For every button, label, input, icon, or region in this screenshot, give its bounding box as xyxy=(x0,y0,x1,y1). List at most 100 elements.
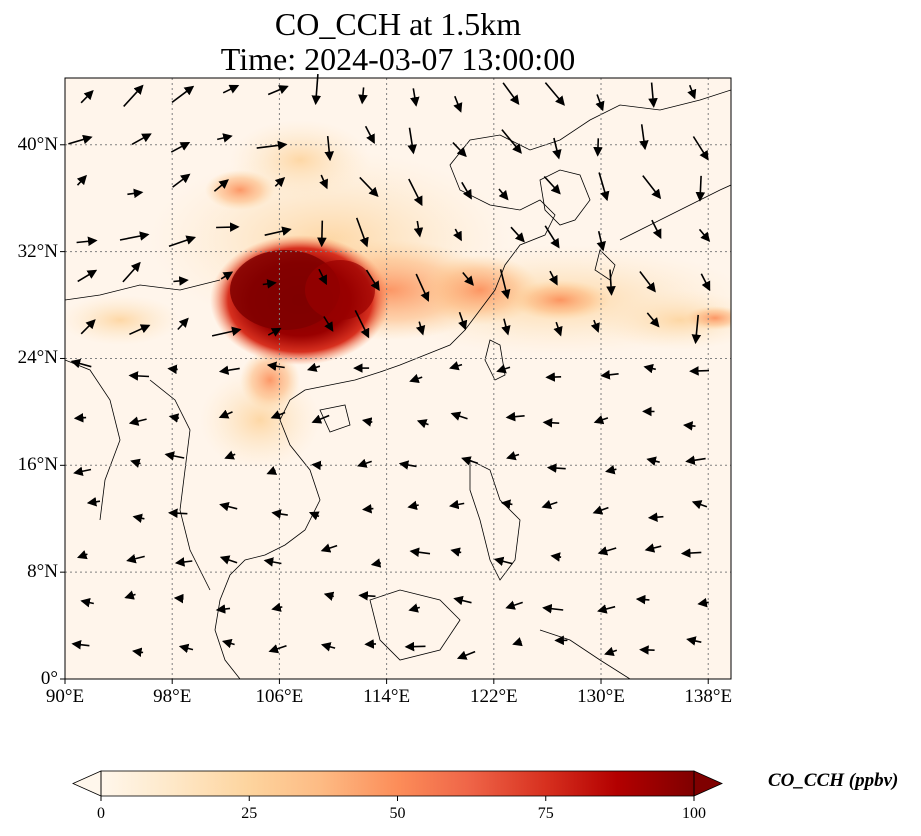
wind-arrow xyxy=(218,365,240,375)
wind-arrow xyxy=(595,94,605,112)
wind-arrow xyxy=(651,219,662,240)
wind-arrow xyxy=(543,175,561,195)
wind-arrow xyxy=(408,603,421,613)
wind-arrow xyxy=(544,82,565,106)
wind-arrow xyxy=(256,140,288,151)
concentration-field xyxy=(65,78,731,679)
wind-arrow xyxy=(71,639,90,650)
wind-arrow xyxy=(449,499,465,510)
wind-arrow xyxy=(550,552,562,562)
wind-arrow xyxy=(362,503,374,514)
wind-arrow xyxy=(501,129,522,154)
wind-arrow xyxy=(461,181,472,200)
wind-arrow xyxy=(224,450,236,460)
wind-arrow xyxy=(77,269,98,283)
wind-arrow xyxy=(501,318,511,336)
wind-arrow xyxy=(76,174,87,186)
colorbar-tick-25: 25 xyxy=(241,805,258,822)
wind-arrow xyxy=(548,270,558,286)
wind-arrow xyxy=(267,85,289,96)
wind-arrow xyxy=(173,593,184,604)
wind-arrow xyxy=(683,421,696,431)
wind-arrow xyxy=(306,362,321,372)
lat-label-32n: 32°N xyxy=(17,240,58,262)
wind-arrow xyxy=(680,548,702,558)
wind-arrow xyxy=(410,88,420,107)
wind-arrow xyxy=(691,500,708,510)
wind-arrow xyxy=(131,133,152,145)
wind-arrow xyxy=(119,231,150,241)
wind-arrow xyxy=(452,142,467,158)
wind-arrow xyxy=(219,501,238,512)
wind-arrow xyxy=(132,647,144,658)
wind-arrow xyxy=(80,319,96,335)
wind-arrow xyxy=(687,84,697,100)
wind-arrow xyxy=(590,319,600,333)
lon-label-114e: 114°E xyxy=(363,686,411,707)
wind-arrow xyxy=(592,505,609,515)
wind-arrow xyxy=(692,136,709,161)
wind-arrow xyxy=(177,317,189,331)
colorbar-tick-100: 100 xyxy=(682,805,706,822)
wind-arrow xyxy=(356,458,372,468)
wind-arrow xyxy=(320,642,336,652)
wind-arrow xyxy=(409,547,431,558)
wind-arrow xyxy=(76,236,98,247)
wind-arrow xyxy=(415,321,426,336)
wind-arrow xyxy=(695,175,706,202)
wind-arrow xyxy=(648,82,658,108)
wind-arrow xyxy=(127,188,144,199)
wind-arrow xyxy=(364,125,375,145)
wind-arrow xyxy=(308,511,320,521)
colorbar-tick-marks xyxy=(100,796,695,801)
wind-arrow xyxy=(361,417,373,427)
wind-arrow xyxy=(167,364,178,375)
wind-arrow xyxy=(311,460,323,471)
map-time-subtitle: Time: 2024-03-07 13:00:00 xyxy=(220,41,576,77)
wind-arrow xyxy=(73,412,87,423)
lat-tick-marks xyxy=(60,144,709,684)
wind-arrow xyxy=(168,235,197,247)
wind-arrow xyxy=(263,557,282,567)
colorbar-tick-75: 75 xyxy=(537,805,554,822)
wind-arrow xyxy=(686,636,702,646)
wind-arrow xyxy=(644,543,662,553)
wind-arrow xyxy=(552,137,562,160)
wind-arrow xyxy=(271,509,288,519)
wind-arrow xyxy=(359,176,379,198)
wind-arrow xyxy=(128,371,150,381)
wind-arrow xyxy=(698,228,711,243)
wind-arrow xyxy=(413,220,424,238)
wind-arrow xyxy=(685,455,706,465)
wind-arrow xyxy=(320,543,338,553)
wind-arrow xyxy=(647,512,664,522)
wind-arrow xyxy=(502,82,520,105)
wind-arrow xyxy=(458,311,468,331)
wind-arrow xyxy=(128,416,147,426)
wind-arrow xyxy=(311,74,322,106)
wind-arrow xyxy=(415,273,430,302)
wind-arrow xyxy=(318,268,327,286)
wind-arrow xyxy=(453,595,472,606)
wind-arrow xyxy=(222,84,240,94)
lat-label-16n: 16°N xyxy=(17,454,58,476)
wind-arrow xyxy=(398,460,417,470)
colorbar-tick-0: 0 xyxy=(97,805,105,822)
wind-arrow xyxy=(129,324,151,336)
wind-arrow xyxy=(453,95,463,113)
wind-arrow xyxy=(76,550,88,560)
wind-arrow xyxy=(355,217,369,248)
wind-arrow xyxy=(215,604,231,614)
wind-arrow xyxy=(317,220,327,248)
wind-arrow xyxy=(639,124,649,151)
wind-arrow xyxy=(220,271,234,281)
wind-arrow xyxy=(358,87,368,105)
wind-arrow xyxy=(216,222,240,232)
lon-label-130e: 130°E xyxy=(577,686,625,707)
wind-arrow xyxy=(416,419,429,429)
wind-arrow xyxy=(124,590,136,600)
lon-label-98e: 98°E xyxy=(153,686,192,707)
wind-arrow xyxy=(593,415,609,425)
wind-arrow xyxy=(171,85,195,104)
map-frame xyxy=(64,77,732,680)
